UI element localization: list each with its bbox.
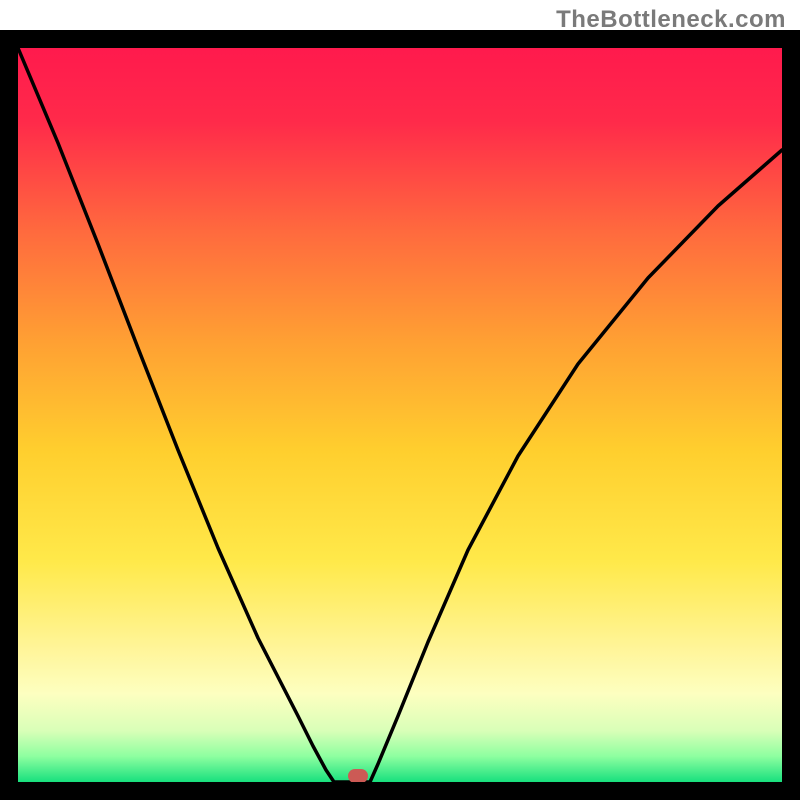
v-curve-path bbox=[18, 48, 782, 782]
curve-svg bbox=[0, 0, 800, 800]
chart-stage: TheBottleneck.com bbox=[0, 0, 800, 800]
bottleneck-marker bbox=[348, 769, 368, 783]
watermark-text: TheBottleneck.com bbox=[556, 6, 786, 34]
